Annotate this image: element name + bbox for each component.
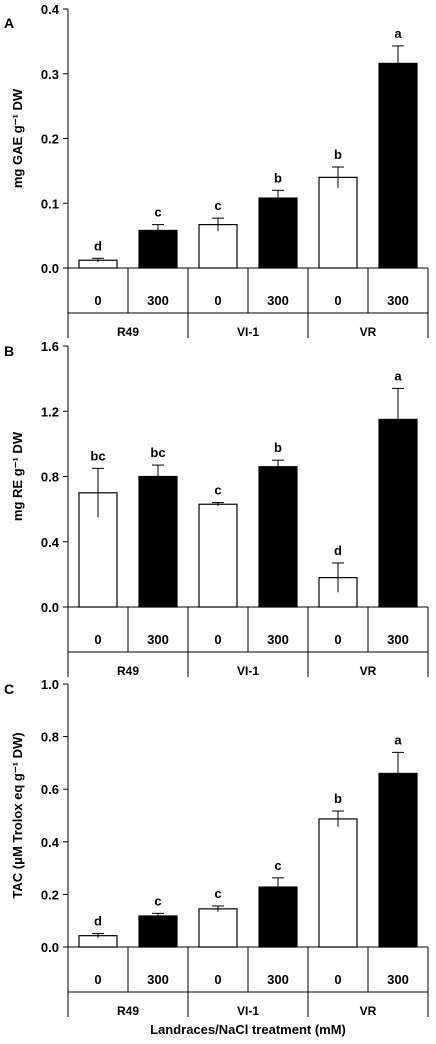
x-tick-label: 300 (267, 972, 289, 987)
y-tick-label: 0.4 (41, 835, 60, 850)
bar (378, 772, 418, 948)
bar (318, 818, 358, 948)
significance-letter: c (154, 893, 161, 908)
x-tick-label: 0 (214, 972, 221, 987)
bar (318, 176, 358, 269)
significance-letter: bc (150, 445, 165, 460)
y-axis-label: TAC (μM Trolox eq g⁻¹ DW) (10, 732, 25, 898)
x-group-label: R49 (117, 325, 139, 339)
significance-letter: d (94, 238, 102, 253)
y-tick-label: 0.2 (41, 887, 59, 902)
significance-letter: b (274, 440, 282, 455)
x-group-label: R49 (117, 1004, 139, 1018)
panel-label: B (4, 343, 14, 359)
x-group-label: VI-1 (237, 664, 259, 678)
y-tick-label: 0.8 (41, 730, 59, 745)
x-tick-label: 300 (387, 632, 409, 647)
x-tick-label: 0 (214, 632, 221, 647)
significance-letter: c (214, 198, 221, 213)
x-tick-label: 300 (147, 293, 169, 308)
x-tick-label: 0 (94, 293, 101, 308)
bar (198, 503, 238, 608)
x-tick-label: 300 (147, 632, 169, 647)
significance-letter: c (274, 858, 281, 873)
x-tick-label: 300 (267, 293, 289, 308)
significance-letter: a (394, 368, 402, 383)
y-axis-label: mg RE g⁻¹ DW (10, 431, 25, 521)
y-tick-label: 0.0 (41, 940, 59, 955)
x-tick-label: 0 (94, 972, 101, 987)
significance-letter: c (214, 483, 221, 498)
x-tick-label: 300 (147, 972, 169, 987)
x-tick-label: 0 (334, 632, 341, 647)
bar (378, 418, 418, 608)
x-tick-label: 0 (334, 972, 341, 987)
bar (198, 908, 238, 948)
y-tick-label: 0.3 (41, 67, 59, 82)
significance-letter: b (334, 147, 342, 162)
y-tick-label: 1.0 (41, 677, 59, 692)
x-tick-label: 0 (214, 293, 221, 308)
bar (258, 197, 298, 269)
x-group-label: VR (360, 325, 377, 339)
y-tick-label: 1.6 (41, 339, 59, 354)
significance-letter: b (274, 170, 282, 185)
x-group-label: VI-1 (237, 325, 259, 339)
bar (198, 224, 238, 269)
bar (138, 229, 178, 269)
bar (138, 475, 178, 608)
x-axis-label: Landraces/NaCl treatment (mM) (150, 1022, 346, 1037)
y-tick-label: 0.8 (41, 470, 59, 485)
y-tick-label: 0.4 (41, 2, 60, 17)
x-group-label: VR (360, 664, 377, 678)
significance-letter: d (334, 543, 342, 558)
bar (258, 466, 298, 608)
panel-label: C (4, 681, 14, 697)
y-tick-label: 1.2 (41, 404, 59, 419)
x-group-label: R49 (117, 664, 139, 678)
y-axis-label: mg GAE g⁻¹ DW (10, 88, 25, 188)
significance-letter: c (154, 205, 161, 220)
x-tick-label: 0 (334, 293, 341, 308)
x-group-label: VI-1 (237, 1004, 259, 1018)
significance-letter: a (394, 732, 402, 747)
significance-letter: b (334, 791, 342, 806)
significance-letter: bc (90, 448, 105, 463)
x-tick-label: 300 (387, 972, 409, 987)
significance-letter: a (394, 26, 402, 41)
y-tick-label: 0.2 (41, 132, 59, 147)
y-tick-label: 0.4 (41, 535, 60, 550)
bar (378, 62, 418, 269)
significance-letter: d (94, 914, 102, 929)
panel-label: A (4, 15, 14, 31)
y-tick-label: 0.6 (41, 782, 59, 797)
x-tick-label: 300 (267, 632, 289, 647)
bar (138, 915, 178, 948)
x-group-label: VR (360, 1004, 377, 1018)
x-tick-label: 0 (94, 632, 101, 647)
significance-letter: c (214, 886, 221, 901)
y-tick-label: 0.1 (41, 196, 59, 211)
x-tick-label: 300 (387, 293, 409, 308)
y-tick-label: 0.0 (41, 600, 59, 615)
y-tick-label: 0.0 (41, 261, 59, 276)
